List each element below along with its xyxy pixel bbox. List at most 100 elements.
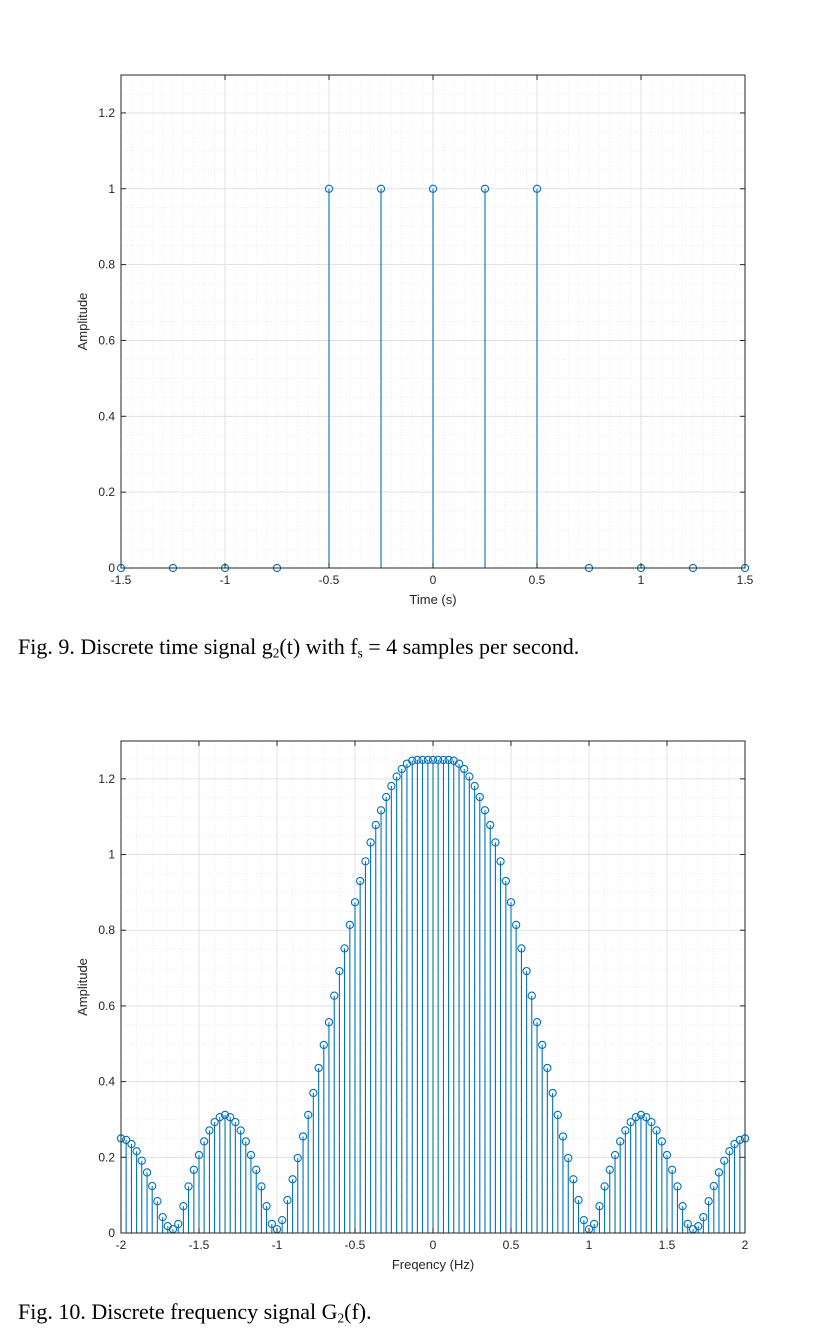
stem-marker [486,820,495,830]
stem-marker [330,991,339,1000]
stem-marker [662,1150,672,1160]
stem-marker [262,1201,271,1211]
stem-marker [465,772,474,781]
stem-marker [616,1137,625,1146]
stem-marker [730,1139,739,1149]
stem-marker [350,898,360,907]
x-tick-label: 0.5 [529,573,546,587]
x-tick-label: -2 [116,1238,127,1252]
frequency-signal-chart: -2 -1.5 -1 -0.5 0 0.5 1 1.5 2 0 0.2 0.4 0.6 0.8 1 1.2 Fr… [75,740,750,1272]
stem-marker [444,755,453,765]
stem-marker [589,1219,599,1229]
stem-marker [558,1132,568,1141]
x-tick-label: 2 [742,1238,749,1252]
stem-marker [366,838,375,847]
x-tick-label: -0.5 [345,1238,366,1252]
stem-marker [314,1063,323,1073]
stem-marker [600,1182,609,1191]
stem-marker [480,184,490,193]
caption-subscript: 2 [337,1310,345,1326]
y-tick-label: 0.8 [98,258,115,272]
stem-marker [355,876,365,886]
stem-marker [579,1215,589,1225]
stem-marker [735,1135,745,1145]
stem-marker [226,1113,235,1122]
stem-marker [340,944,349,953]
stem-marker [720,1156,729,1165]
stem-marker [725,1147,734,1156]
stem-marker [673,1182,682,1191]
y-tick-label: 0.8 [98,923,115,937]
stem-marker [714,1168,724,1177]
y-tick-label: 1.2 [98,106,115,120]
stem-marker [309,1088,318,1098]
stem-marker [345,920,355,930]
stem-marker [194,1150,204,1160]
stem-marker [543,1063,552,1073]
stem-marker [408,756,417,765]
stem-marker [413,755,422,765]
y-tick-label: 0.2 [98,1150,115,1164]
stem-marker [304,1110,313,1120]
stem-marker [678,1201,687,1211]
stem-marker [704,1197,713,1206]
y-tick-label: 0.4 [98,409,115,423]
y-tick-label: 0.6 [98,333,115,347]
stem-marker [538,1040,547,1050]
stem-marker [361,857,370,866]
stem-marker [158,1212,167,1222]
stem-marker [657,1137,667,1146]
time-signal-plot: -1.5 -1 -0.5 0 0.5 1 1.5 0 0.2 0.4 0.6 0.8 1 1.2 Time … [0,0,817,630]
stem-marker [642,1113,651,1122]
stem-marker [371,820,380,830]
stem-marker [511,920,521,930]
stem-marker [382,792,391,802]
x-tick-label: 0.5 [503,1238,520,1252]
y-tick-label: 1 [108,848,115,862]
caption-subscript: 2 [272,645,280,661]
stem-marker [252,1165,261,1174]
stem-series [116,755,750,1234]
stem-marker [241,1137,250,1146]
stem-marker [288,1175,297,1184]
caption-text: Fig. 10. Discrete frequency signal G [18,1299,338,1324]
stem-marker [694,1222,703,1231]
stem-marker [132,1147,141,1156]
caption-text: = 4 samples per second. [362,634,580,659]
stem-marker [667,1165,677,1174]
stem-marker [121,1135,131,1145]
stem-marker [532,184,542,193]
stem-marker [179,1201,188,1211]
x-tick-label: 1 [586,1238,593,1252]
caption-text: (t) with f [279,634,358,659]
stem-marker [517,944,526,953]
stem-marker [527,991,536,1000]
stem-marker [376,184,386,193]
stem-marker [423,755,433,765]
x-tick-label: -1.5 [189,1238,210,1252]
stem-marker [496,857,505,866]
figure-10-caption: Fig. 10. Discrete frequency signal G2(f)… [18,1299,372,1326]
stem-marker [277,1215,287,1225]
stem-marker [532,1018,542,1027]
figure-9-caption: Fig. 9. Discrete time signal g2(t) with … [18,634,579,661]
stem-marker [205,1126,214,1135]
stem-marker [153,1197,162,1206]
y-tick-label: 1 [108,182,115,196]
stem-marker [298,1132,308,1141]
stem-marker [454,759,464,768]
stem-marker [553,1110,562,1120]
stem-marker [236,1126,245,1135]
x-axis-label: Time (s) [409,592,456,607]
stem-marker [215,1113,224,1122]
x-tick-label: -1 [272,1238,283,1252]
stem-marker [574,1195,583,1205]
x-tick-label: 1.5 [737,573,754,587]
stem-marker [418,755,427,765]
y-tick-label: 0 [108,561,115,575]
stem-series [116,184,750,573]
stem-marker [428,184,438,193]
x-tick-label: 1 [638,573,645,587]
stem-marker [267,1219,277,1229]
stem-marker [480,806,490,815]
